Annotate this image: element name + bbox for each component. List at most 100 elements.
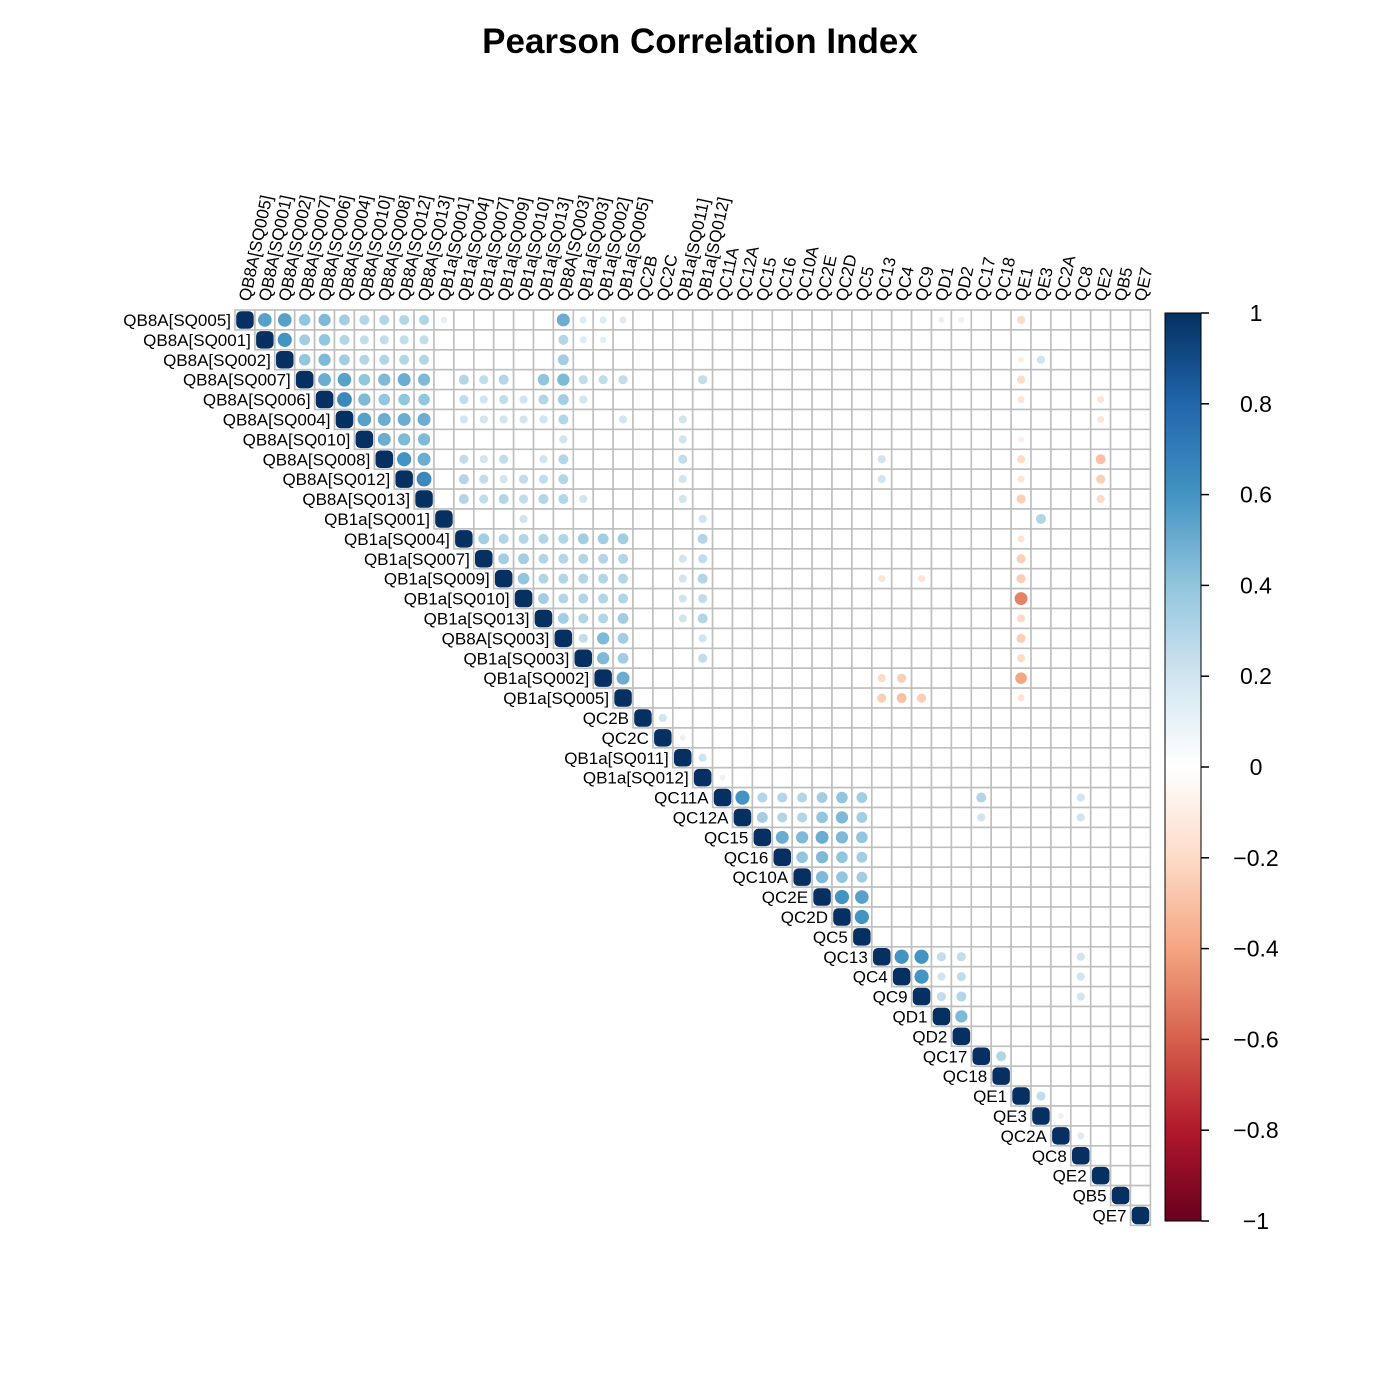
row-label: QB8A[SQ007] [183,371,291,390]
correlation-point [417,412,431,426]
diagonal-mark [295,370,314,389]
grid-cell [910,408,933,431]
correlation-point [735,790,750,805]
grid-cell [731,627,754,650]
grid-cell [890,408,913,431]
correlation-point [1096,474,1106,484]
grid-cell [1109,945,1132,968]
grid-cell [1089,547,1112,570]
grid-cell [1030,826,1052,849]
grid-cell [910,309,933,331]
grid-cell [1109,746,1132,769]
grid-cell [751,687,774,709]
grid-cell [791,607,813,630]
grid-cell [512,448,535,470]
diagonal-mark [634,709,652,727]
correlation-point [598,613,609,624]
grid-cell [592,388,614,411]
grid-cell [950,746,973,769]
grid-cell [771,368,793,391]
grid-cell [1109,348,1132,371]
diagonal-mark [912,987,931,1006]
grid-cell [1109,926,1132,948]
correlation-point [958,317,965,323]
grid-cell [791,547,813,570]
row-label: QC9 [873,988,908,1007]
grid-cell [771,488,793,510]
correlation-point [856,812,868,823]
correlation-point [458,494,469,505]
grid-cell [950,388,973,411]
grid-cell [870,547,893,570]
grid-cell [870,428,893,451]
correlation-point [1016,633,1026,643]
correlation-point [539,415,548,424]
row-label: QE2 [1053,1167,1087,1186]
grid-cell [433,388,455,411]
grid-cell [1129,965,1152,988]
grid-cell [1030,667,1052,689]
grid-cell [1030,388,1052,411]
grid-cell [950,906,973,928]
grid-cell [711,309,734,331]
grid-cell [990,806,1012,829]
row-label: QC17 [923,1047,967,1066]
grid-cell [632,348,654,371]
correlation-point [815,871,829,884]
grid-cell [1109,806,1132,829]
grid-cell [791,348,813,371]
grid-cell [453,508,475,530]
grid-cell [831,727,853,749]
grid-cell [910,528,933,550]
correlation-point [598,593,609,604]
grid-cell [831,468,853,490]
column-labels: QB8A[SQ005]QB8A[SQ001]QB8A[SQ002]QB8A[SQ… [235,194,1156,303]
grid-cell [572,428,594,451]
grid-cell [731,687,754,709]
grid-cell [472,428,495,451]
grid-cell [831,388,853,411]
grid-cell [1070,746,1092,769]
grid-cell [1129,906,1152,928]
grid-cell [910,866,933,888]
grid-cell [1050,667,1072,689]
grid-cell [1010,806,1032,829]
correlation-point [298,353,311,366]
grid-cell [910,926,933,948]
diagonal-mark [1032,1107,1050,1125]
grid-cell [532,348,555,371]
correlation-point [357,412,372,427]
correlation-point [618,573,629,584]
correlation-point [417,433,431,446]
grid-cell [831,607,853,630]
grid-cell [831,428,853,451]
grid-cell [1089,886,1112,908]
grid-cell [1109,1005,1132,1028]
correlation-point [538,474,549,484]
correlation-point [558,573,569,584]
grid-cell [831,647,853,669]
correlation-point [697,573,708,584]
correlation-point [678,475,687,484]
grid-cell [1129,368,1152,391]
grid-cell [1070,448,1092,470]
row-label: QC18 [943,1067,987,1086]
grid-cell [990,707,1012,729]
grid-cell [711,607,734,630]
grid-cell [1129,866,1152,888]
grid-cell [851,448,873,470]
grid-cell [1089,985,1112,1008]
correlation-point [519,514,528,524]
grid-cell [1129,687,1152,709]
grid-cell [1010,1025,1032,1048]
grid-cell [791,528,813,550]
correlation-point [678,554,687,563]
grid-cell [1050,746,1072,769]
grid-cell [1030,587,1052,610]
grid-cell [831,627,853,650]
correlation-point [578,633,588,643]
grid-cell [1129,448,1152,470]
row-label: QC12A [673,808,729,827]
grid-cell [1109,1045,1132,1068]
grid-cell [731,468,754,490]
